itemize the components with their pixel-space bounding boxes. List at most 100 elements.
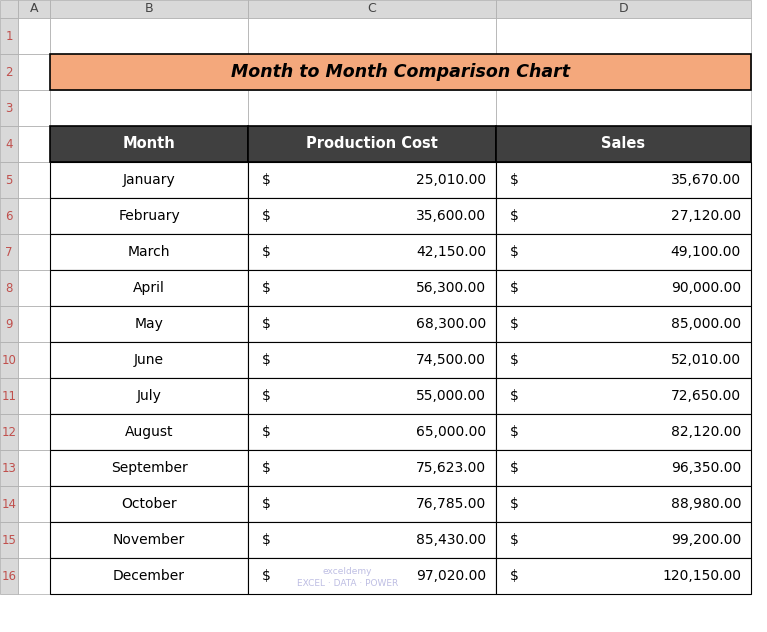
Text: Month: Month [123,137,176,152]
Text: 97,020.00: 97,020.00 [416,569,486,583]
Bar [0,450,18,486]
Bar [248,558,496,594]
Bar [496,306,751,342]
Bar [248,90,496,126]
Bar [496,270,751,306]
Text: $: $ [262,569,271,583]
Bar [248,162,496,198]
Bar [248,522,496,558]
Bar [496,90,751,126]
Bar [0,378,18,414]
Bar [248,342,496,378]
Text: 90,000.00: 90,000.00 [671,281,741,295]
Text: 10: 10 [2,353,16,367]
Bar [50,162,248,198]
Bar [50,558,248,594]
Bar [496,234,751,270]
Bar [496,126,751,162]
Text: 13: 13 [2,461,16,475]
Bar [50,126,248,162]
Text: 2: 2 [5,66,13,78]
Text: 16: 16 [2,569,17,583]
Bar [18,342,50,378]
Text: $: $ [262,245,271,259]
Bar [50,198,248,234]
Bar [248,306,496,342]
Text: 8: 8 [5,281,13,295]
Text: $: $ [510,353,518,367]
Bar [50,378,248,414]
Bar [248,414,496,450]
Bar [50,342,248,378]
Bar [50,18,248,54]
Text: $: $ [510,281,518,295]
Text: 96,350.00: 96,350.00 [671,461,741,475]
Text: September: September [110,461,187,475]
Text: 35,600.00: 35,600.00 [416,209,486,223]
Bar [496,378,751,414]
Text: February: February [118,209,180,223]
Bar [496,486,751,522]
Bar [248,378,496,414]
Bar [50,126,248,162]
Bar [50,378,248,414]
Bar [0,306,18,342]
Bar [248,0,496,18]
Text: 9: 9 [5,317,13,331]
Text: $: $ [262,461,271,475]
Text: July: July [137,389,161,403]
Bar [248,234,496,270]
Bar [18,378,50,414]
Bar [50,54,248,90]
Bar [248,198,496,234]
Text: 52,010.00: 52,010.00 [671,353,741,367]
Bar [50,234,248,270]
Bar [50,414,248,450]
Bar [50,486,248,522]
Bar [50,522,248,558]
Bar [0,90,18,126]
Text: 55,000.00: 55,000.00 [416,389,486,403]
Bar [0,234,18,270]
Text: Month to Month Comparison Chart: Month to Month Comparison Chart [231,63,570,81]
Text: 11: 11 [2,389,17,403]
Text: 27,120.00: 27,120.00 [671,209,741,223]
Text: C: C [367,3,377,16]
Bar [496,558,751,594]
Text: B: B [145,3,153,16]
Bar [248,126,496,162]
Text: 12: 12 [2,425,17,439]
Text: $: $ [262,533,271,547]
Bar [18,162,50,198]
Text: $: $ [510,497,518,511]
Text: 4: 4 [5,138,13,150]
Bar [18,18,50,54]
Text: $: $ [262,209,271,223]
Bar [0,18,18,54]
Text: 75,623.00: 75,623.00 [416,461,486,475]
Text: May: May [134,317,163,331]
Bar [496,522,751,558]
Bar [50,306,248,342]
Bar [496,162,751,198]
Text: 49,100.00: 49,100.00 [671,245,741,259]
Text: $: $ [510,461,518,475]
Bar [248,486,496,522]
Bar [496,162,751,198]
Bar [50,234,248,270]
Bar [496,558,751,594]
Bar [50,198,248,234]
Text: $: $ [262,281,271,295]
Text: $: $ [510,533,518,547]
Bar [496,450,751,486]
Bar [50,270,248,306]
Text: November: November [113,533,185,547]
Bar [50,450,248,486]
Text: 85,430.00: 85,430.00 [416,533,486,547]
Bar [18,450,50,486]
Bar [18,270,50,306]
Bar [50,342,248,378]
Text: $: $ [510,389,518,403]
Bar [248,126,496,162]
Bar [18,126,50,162]
